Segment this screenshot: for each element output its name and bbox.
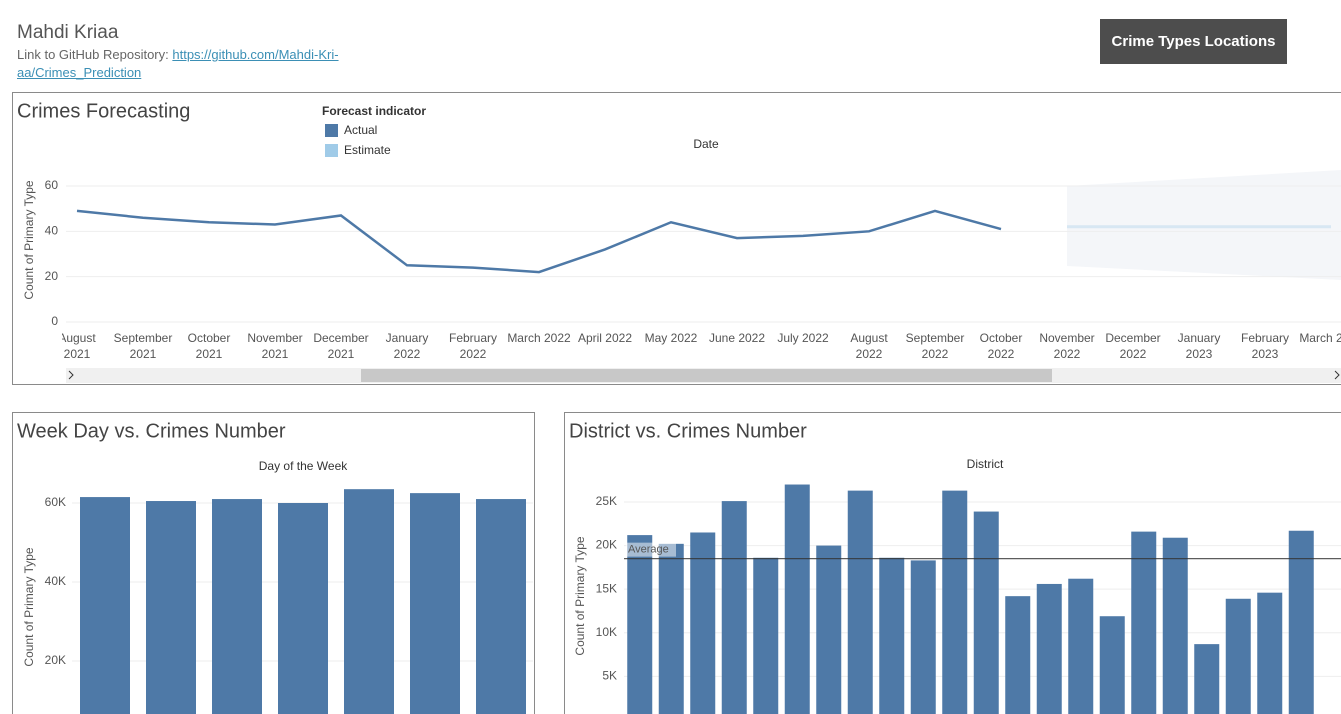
x-tick-label: December 2021	[313, 331, 369, 361]
district-panel	[564, 412, 1341, 714]
bar	[1099, 616, 1125, 714]
y-axis-title: Count of Primary Type	[22, 180, 36, 299]
x-tick-label: April 2022	[577, 331, 633, 345]
bar	[816, 545, 842, 714]
x-tick-label: March 2023	[1299, 331, 1341, 345]
y-tick-label: 10K	[596, 625, 617, 639]
bar	[1068, 578, 1094, 714]
x-tick-label: January 2022	[385, 331, 429, 361]
bar	[278, 503, 328, 714]
series-line	[76, 209, 1002, 274]
y-tick-label: 20	[45, 269, 59, 283]
scroll-arrows[interactable]	[68, 370, 1340, 380]
bar	[784, 484, 810, 714]
repo-link[interactable]: https://github.com/Mahdi-Kri-aa/Crimes_P…	[17, 47, 339, 80]
repo-link-line: Link to GitHub Repository: https://githu…	[17, 46, 377, 82]
bar	[1225, 598, 1251, 714]
y-tick-label: 60	[45, 178, 59, 192]
axis-header: Date	[693, 137, 719, 151]
bar	[1257, 592, 1283, 714]
bar	[658, 543, 684, 714]
x-tick-label: August 2021	[62, 331, 96, 361]
x-tick-label: October 2022	[979, 331, 1023, 361]
bar	[973, 511, 999, 714]
x-tick-label: October 2021	[187, 331, 231, 361]
bar	[212, 499, 262, 714]
forecast-band	[1067, 170, 1341, 280]
legend-swatch	[325, 124, 338, 137]
plot	[624, 484, 1341, 714]
legend-title: Forecast indicator	[322, 104, 426, 118]
reference-label-bg	[626, 542, 676, 557]
bar	[942, 490, 968, 714]
y-tick-label: 20K	[45, 653, 66, 667]
y-tick-label: 5K	[602, 669, 617, 683]
bar	[1036, 583, 1062, 714]
x-tick-label: May 2022	[644, 331, 698, 345]
bar	[690, 532, 716, 714]
y-tick-label: 40K	[45, 574, 66, 588]
y-tick-label: 15K	[596, 581, 617, 595]
y-tick-label: 25K	[596, 494, 617, 508]
bar	[476, 499, 526, 714]
y-axis-title: Count of Primary Type	[573, 536, 587, 655]
bar	[146, 501, 196, 714]
x-tick-label: November 2022	[1039, 331, 1095, 361]
link-prefix: Link to GitHub Repository:	[17, 47, 169, 62]
bar	[1005, 596, 1031, 714]
legend-label: Actual	[344, 123, 377, 137]
y-tick-label: 40	[45, 223, 59, 237]
bar	[1288, 530, 1314, 714]
bar	[1131, 531, 1157, 714]
bar	[847, 490, 873, 714]
reference-label: Average	[628, 544, 669, 556]
axis-header: District	[967, 457, 1004, 471]
author: Mahdi Kriaa	[17, 22, 119, 43]
y-axis-title: Count of Primary Type	[22, 547, 36, 666]
panel-title: Crimes Forecasting	[17, 100, 190, 122]
bar	[1194, 644, 1220, 714]
x-tick-label: September 2022	[905, 331, 965, 361]
plot	[66, 185, 1341, 323]
x-tick-label: January 2023	[1177, 331, 1221, 361]
panel-title: Week Day vs. Crimes Number	[17, 420, 286, 442]
bar	[879, 557, 905, 714]
legend-swatch	[325, 144, 338, 157]
bar	[1162, 537, 1188, 714]
y-tick-label: 0	[51, 314, 58, 328]
crime-types-button[interactable]: Crime Types Locations	[1100, 19, 1287, 64]
x-tick-label: December 2022	[1105, 331, 1161, 361]
y-tick-label: 60K	[45, 495, 66, 509]
x-tick-label: November 2021	[247, 331, 303, 361]
x-axis-labels: August 2021 September 2021 October 2021 Nov…	[62, 330, 1341, 366]
weekday-panel	[12, 412, 535, 714]
bar	[753, 557, 779, 714]
bar	[344, 489, 394, 714]
x-tick-label: February 2022	[448, 331, 498, 361]
x-tick-label: August 2022	[850, 331, 888, 361]
x-tick-label: September 2021	[113, 331, 173, 361]
y-tick-label: 20K	[596, 538, 617, 552]
plot	[72, 489, 533, 714]
panel-title: District vs. Crimes Number	[569, 420, 807, 442]
x-tick-label: March 2022	[507, 331, 571, 345]
axis-header: Day of the Week	[259, 459, 348, 473]
bar	[410, 493, 460, 714]
x-tick-label: June 2022	[708, 331, 766, 345]
bar	[80, 497, 130, 714]
legend-label: Estimate	[344, 143, 391, 157]
x-tick-label: February 2023	[1240, 331, 1290, 361]
bar	[721, 501, 747, 714]
scrollbar-thumb[interactable]	[361, 369, 1052, 382]
forecast-panel	[12, 92, 1341, 385]
x-tick-label: July 2022	[777, 331, 829, 345]
bar	[910, 560, 936, 714]
bar	[627, 535, 653, 714]
